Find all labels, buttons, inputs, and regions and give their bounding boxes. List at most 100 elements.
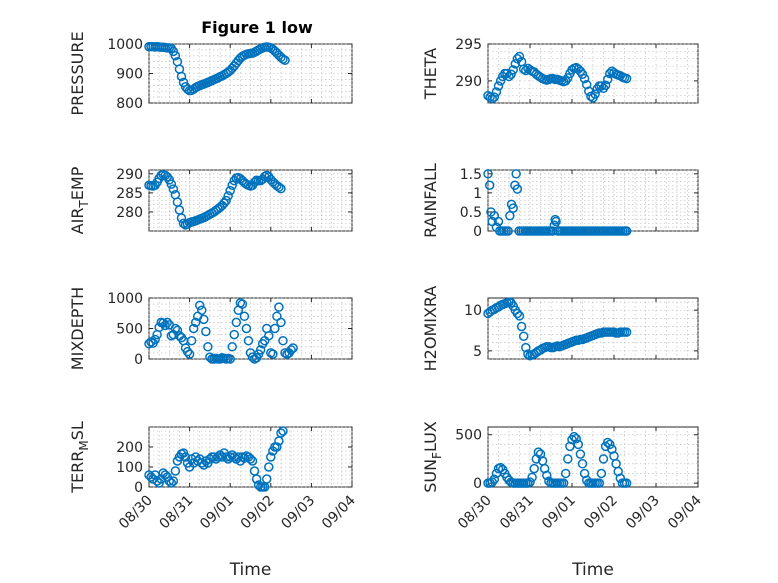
data-point — [255, 345, 266, 355]
data-point — [547, 226, 558, 236]
data-point — [621, 73, 632, 84]
y-axis-label-part: TERR — [68, 451, 87, 494]
data-point — [533, 447, 544, 457]
data-point — [505, 211, 515, 221]
data-point — [168, 46, 179, 57]
data-point — [487, 93, 497, 104]
data-point — [168, 476, 179, 486]
y-tick-label: 280 — [116, 205, 143, 221]
y-tick-label: 100 — [116, 460, 143, 476]
data-point — [239, 311, 250, 322]
data-series — [483, 431, 632, 488]
data-point — [512, 184, 523, 194]
y-tick-label: 290 — [455, 74, 482, 90]
data-point — [577, 69, 588, 79]
data-point — [514, 311, 525, 321]
y-axis-label-part: SL — [68, 421, 87, 440]
data-point — [176, 71, 187, 82]
grid-lines — [148, 426, 353, 488]
data-point — [223, 191, 233, 201]
y-tick-label: 0 — [473, 476, 482, 492]
y-axis-label-subscript: F — [430, 452, 444, 459]
data-point — [225, 354, 235, 364]
data-point — [602, 437, 613, 448]
data-point — [573, 439, 584, 450]
data-point — [170, 51, 181, 61]
subplot-1: 800 900 1000 PRESSURE — [68, 31, 353, 116]
data-point — [227, 180, 237, 190]
data-point — [243, 335, 254, 346]
x-tick-label: 09/02 — [238, 493, 278, 533]
data-point — [227, 342, 237, 352]
data-point — [581, 79, 592, 90]
data-point — [508, 203, 518, 213]
data-point — [485, 92, 495, 102]
data-point — [511, 169, 521, 179]
y-axis-label: MIXDEPTH — [68, 287, 87, 370]
data-point — [278, 426, 288, 436]
y-axis-label: H2OMIXRA — [421, 286, 440, 372]
data-point — [276, 317, 286, 328]
data-point — [521, 342, 531, 353]
x-tick-label: 08/30 — [455, 493, 495, 533]
data-point — [197, 305, 207, 315]
data-point — [221, 195, 231, 206]
data-point — [170, 466, 181, 476]
subplot-8: 0 500 08/30 08/31 09/01 09/02 09/03 09/04 SUNFLU… — [421, 421, 705, 580]
y-axis-label-part: AIR — [68, 208, 87, 235]
data-point — [229, 329, 240, 340]
data-point — [264, 462, 274, 472]
data-point — [569, 431, 579, 442]
data-point — [495, 76, 506, 86]
data-point — [225, 185, 235, 196]
data-point — [596, 81, 607, 91]
y-axis-label-part: SUN — [421, 459, 440, 493]
y-tick-label: 295 — [455, 37, 482, 53]
data-point — [288, 343, 298, 353]
y-tick-label: 1000 — [107, 291, 143, 307]
data-point — [621, 478, 632, 488]
data-point — [164, 476, 175, 486]
y-axis-label-part: LUX — [421, 421, 440, 452]
data-point — [162, 317, 173, 328]
data-point — [286, 345, 296, 355]
data-point — [231, 317, 242, 328]
data-point — [239, 453, 250, 463]
y-axis-label: TERRMSL — [68, 421, 91, 494]
data-point — [276, 428, 286, 438]
y-axis-label-part: EMP — [68, 166, 87, 200]
data-point — [598, 454, 609, 464]
data-point — [203, 342, 213, 352]
y-tick-label: 200 — [116, 440, 143, 456]
data-point — [590, 89, 600, 99]
data-point — [219, 198, 229, 208]
data-series — [144, 41, 290, 96]
data-point — [266, 452, 276, 462]
data-series — [483, 51, 632, 104]
data-point — [272, 442, 282, 452]
data-point — [184, 349, 195, 359]
data-series — [144, 426, 288, 492]
subplot-5: 0 500 1000 MIXDEPTH — [68, 287, 353, 370]
data-point — [529, 463, 539, 474]
data-point — [166, 478, 177, 488]
data-point — [577, 459, 588, 469]
data-point — [280, 55, 290, 65]
data-point — [489, 92, 500, 102]
data-point — [170, 323, 181, 334]
x-axis-label: Time — [229, 560, 272, 580]
data-point — [518, 64, 529, 74]
y-tick-label: 1000 — [107, 37, 143, 53]
data-point — [484, 180, 495, 190]
y-tick-label: 5 — [473, 344, 482, 360]
y-tick-label: 500 — [116, 322, 143, 338]
data-point — [158, 318, 168, 328]
data-point — [172, 325, 183, 336]
data-point — [491, 87, 502, 97]
x-axis-label: Time — [571, 560, 614, 580]
y-axis-label-subscript: T — [77, 200, 91, 209]
data-point — [489, 474, 500, 485]
data-point — [575, 449, 586, 459]
figure-title: Figure 1 low — [201, 18, 313, 37]
